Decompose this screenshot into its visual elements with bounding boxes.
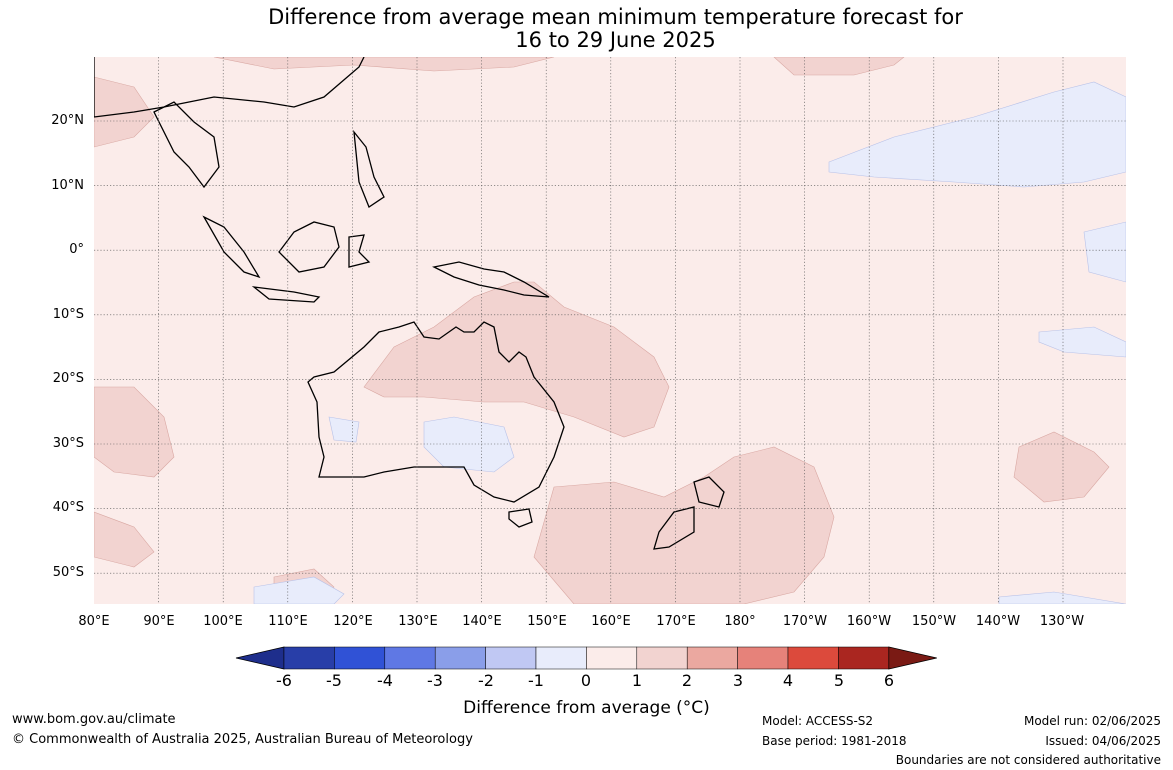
- colorbar-swatch: [737, 646, 789, 670]
- anomaly-region-southern-indian-ocean: [94, 511, 155, 568]
- graticule: [94, 57, 1126, 604]
- lat-label-20s: 20°S: [52, 371, 84, 386]
- colorbar-extend-low: [235, 646, 285, 670]
- colorbar-label: Difference from average (°C): [463, 698, 710, 718]
- model-run-date: Model run: 02/06/2025: [1023, 714, 1161, 728]
- model-name: Model: ACCESS-S2: [762, 714, 874, 728]
- anomaly-region-east-pacific-south: [1038, 326, 1126, 358]
- colorbar-swatch: [535, 646, 587, 670]
- lon-label-170e: 170°E: [656, 614, 696, 629]
- anomaly-region-east-pacific: [1083, 221, 1126, 283]
- lon-label-150e: 150°E: [527, 614, 567, 629]
- anomaly-region-southern-australia-east: [423, 416, 515, 473]
- lat-label-10n: 10°N: [51, 178, 84, 193]
- lat-label-0: 0°: [69, 242, 84, 257]
- lon-label-170w: 170°W: [782, 614, 828, 629]
- colorbar-tick: 4: [782, 671, 794, 690]
- map-subtitle: 16 to 29 June 2025: [515, 28, 716, 52]
- anomaly-region-tasman-sea: [533, 446, 835, 604]
- colorbar-tick: 3: [732, 671, 744, 690]
- anomaly-region-southern-ocean-east: [998, 591, 1126, 604]
- coastlines: [94, 57, 725, 550]
- map-title: Difference from average mean minimum tem…: [268, 5, 963, 29]
- lon-label-110e: 110°E: [268, 614, 308, 629]
- anomaly-region-north-pacific: [213, 57, 555, 72]
- lon-label-130w: 130°W: [1039, 614, 1085, 629]
- lon-label-180: 180°: [724, 614, 756, 629]
- cool-anomaly-regions: [253, 81, 1126, 604]
- lat-label-40s: 40°S: [52, 500, 84, 515]
- colorbar-tick: -2: [478, 671, 494, 690]
- copyright-text: © Commonwealth of Australia 2025, Austra…: [12, 732, 473, 747]
- colorbar-tick: -1: [528, 671, 544, 690]
- lon-label-90e: 90°E: [143, 614, 175, 629]
- coastline-new-zealand: [653, 476, 725, 550]
- colorbar-swatch: [434, 646, 486, 670]
- anomaly-region-southern-australia-west: [328, 416, 360, 443]
- anomaly-region-hawaii: [828, 81, 1126, 188]
- colorbar-tick: 2: [681, 671, 693, 690]
- forecast-map: [94, 57, 1126, 604]
- anomaly-region-indian-ocean-west: [94, 386, 175, 478]
- anomaly-region-southern-ocean: [253, 576, 345, 604]
- colorbar-swatch: [686, 646, 738, 670]
- coastline-philippines: [353, 129, 385, 208]
- lat-label-10s: 10°S: [52, 307, 84, 322]
- lon-label-130e: 130°E: [398, 614, 438, 629]
- colorbar-swatch: [334, 646, 386, 670]
- lon-label-120e: 120°E: [333, 614, 373, 629]
- lon-label-80e: 80°E: [78, 614, 110, 629]
- colorbar: [235, 646, 937, 670]
- coastline-tasmania: [508, 508, 533, 528]
- anomaly-region-south-pacific-east: [1013, 431, 1110, 503]
- warm-anomaly-regions: [94, 57, 1110, 604]
- colorbar-swatch: [283, 646, 335, 670]
- colorbar-tick: 0: [580, 671, 592, 690]
- lon-label-100e: 100°E: [203, 614, 243, 629]
- colorbar-tick: -6: [276, 671, 292, 690]
- lon-label-160w: 160°W: [846, 614, 892, 629]
- coastline-australia: [307, 321, 565, 503]
- lat-label-20n: 20°N: [51, 113, 84, 128]
- colorbar-swatch: [384, 646, 436, 670]
- coastline-sumatra: [202, 215, 261, 279]
- coastline-china: [94, 57, 365, 118]
- colorbar-extend-high: [888, 646, 937, 670]
- lon-label-140w: 140°W: [975, 614, 1021, 629]
- colorbar-tick: 1: [631, 671, 643, 690]
- coastline-sulawesi: [348, 234, 371, 268]
- colorbar-swatch: [787, 646, 839, 670]
- boundaries-disclaimer: Boundaries are not considered authoritat…: [895, 753, 1161, 767]
- anomaly-region-central-pacific: [773, 57, 905, 76]
- colorbar-swatch: [838, 646, 890, 670]
- lat-label-30s: 30°S: [52, 436, 84, 451]
- anomaly-region-australia-png: [363, 281, 670, 438]
- colorbar-tick: -4: [377, 671, 393, 690]
- coastline-new-guinea: [432, 261, 550, 298]
- coastline-borneo: [278, 221, 340, 273]
- colorbar-tick: 6: [883, 671, 895, 690]
- lon-label-160e: 160°E: [591, 614, 631, 629]
- colorbar-tick: -3: [427, 671, 443, 690]
- anomaly-region-indian-ocean-nw: [94, 76, 155, 148]
- colorbar-swatch: [485, 646, 537, 670]
- lon-label-140e: 140°E: [462, 614, 502, 629]
- coastline-indochina: [153, 101, 220, 189]
- colorbar-swatch: [636, 646, 688, 670]
- base-period: Base period: 1981-2018: [762, 734, 907, 748]
- colorbar-tick: 5: [833, 671, 845, 690]
- colorbar-tick: -5: [326, 671, 342, 690]
- lat-label-50s: 50°S: [52, 565, 84, 580]
- issued-date: Issued: 04/06/2025: [1045, 734, 1161, 748]
- coastline-java: [251, 286, 321, 303]
- colorbar-swatch: [586, 646, 638, 670]
- website-link[interactable]: www.bom.gov.au/climate: [12, 712, 176, 727]
- lon-label-150w: 150°W: [911, 614, 957, 629]
